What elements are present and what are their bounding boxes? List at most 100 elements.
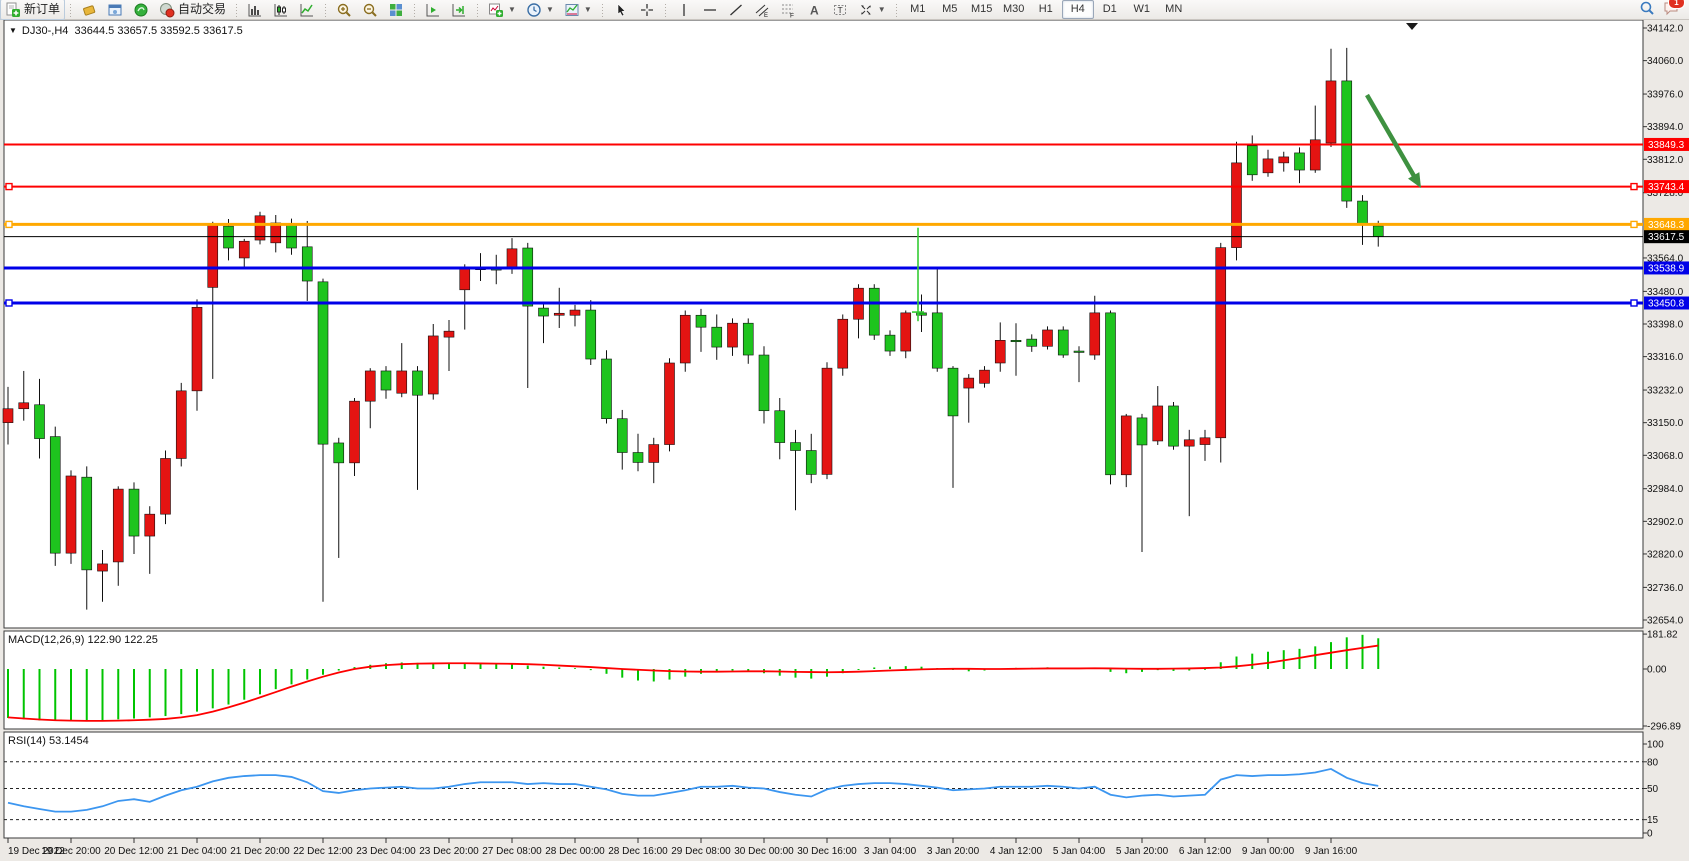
price-axis-label: 33232.0 xyxy=(1647,386,1684,397)
trendline-button[interactable] xyxy=(723,0,749,20)
price-axis-label: 33564.0 xyxy=(1647,253,1684,264)
templates-button[interactable]: ▼ xyxy=(559,0,597,20)
horizontal-line-button[interactable] xyxy=(697,0,723,20)
chart-line-icon xyxy=(299,2,315,18)
timeframe-m1-button[interactable]: M1 xyxy=(910,3,926,15)
label-button[interactable]: T xyxy=(827,0,853,20)
candlestick xyxy=(1278,151,1290,172)
auto-scroll-button[interactable] xyxy=(420,0,446,20)
candlestick xyxy=(821,362,833,480)
time-axis-label: 9 Jan 00:00 xyxy=(1242,846,1295,857)
templates-button-dropdown-arrow-icon[interactable]: ▼ xyxy=(583,5,592,14)
tile-windows-button[interactable] xyxy=(383,0,409,20)
line-endpoint-marker[interactable] xyxy=(5,299,13,307)
bar-chart-button[interactable] xyxy=(242,0,268,20)
new-order-icon xyxy=(5,2,21,18)
crosshair-icon xyxy=(639,2,655,18)
timeframe-mn-button[interactable]: MN xyxy=(1165,3,1183,15)
toolbar-separator xyxy=(892,2,900,17)
fibonacci-button[interactable]: F xyxy=(775,0,801,20)
candlestick xyxy=(380,366,392,399)
timeframe-m30-button[interactable]: M30 xyxy=(1003,3,1025,15)
price-axis-label: 33316.0 xyxy=(1647,352,1684,363)
timeframe-m5-button[interactable]: M5 xyxy=(942,3,958,15)
arrows-button-dropdown-arrow-icon[interactable]: ▼ xyxy=(877,5,886,14)
timeframe-w1-button[interactable]: W1 xyxy=(1133,3,1150,15)
candlestick xyxy=(1215,242,1227,463)
candlestick xyxy=(238,238,250,268)
arrows-button[interactable]: ▼ xyxy=(853,0,891,20)
timeframe-h1-button[interactable]: H1 xyxy=(1038,3,1053,15)
time-axis-label: 21 Dec 20:00 xyxy=(230,846,290,857)
channel-button[interactable]: E xyxy=(749,0,775,20)
rsi-axis-label: 80 xyxy=(1647,757,1659,768)
svg-text:A: A xyxy=(810,3,819,17)
new-order-button[interactable]: 新订单 xyxy=(0,0,66,20)
periods-button[interactable]: ▼ xyxy=(521,0,559,20)
line-endpoint-marker[interactable] xyxy=(1630,299,1638,307)
candlestick xyxy=(175,382,187,467)
candlestick xyxy=(963,374,975,423)
crosshair-button[interactable] xyxy=(634,0,660,20)
chart-candles-icon xyxy=(273,2,289,18)
candlestick xyxy=(1136,413,1148,552)
timeframe-m15-button[interactable]: M15 xyxy=(971,3,993,15)
candlestick xyxy=(1089,295,1101,360)
candlestick xyxy=(805,433,817,484)
data-window-button[interactable] xyxy=(102,0,128,20)
search-button[interactable] xyxy=(1639,0,1655,19)
rsi-pane[interactable] xyxy=(3,731,1644,839)
cursor-button[interactable] xyxy=(608,0,634,20)
line-endpoint-marker[interactable] xyxy=(5,182,13,191)
line-endpoint-marker[interactable] xyxy=(1630,182,1638,191)
price-line-badge-value: 33450.8 xyxy=(1648,298,1685,309)
chat-button[interactable]: 1 xyxy=(1663,0,1685,19)
time-axis-label: 21 Dec 04:00 xyxy=(167,846,227,857)
candlestick xyxy=(81,466,93,610)
main-price-pane[interactable] xyxy=(3,20,1644,629)
auto-trading-button[interactable]: 自动交易 xyxy=(154,0,231,20)
zoom-in-button[interactable] xyxy=(331,0,357,20)
candlestick xyxy=(1010,323,1022,376)
chart-shift-button[interactable] xyxy=(446,0,472,20)
down-trend-arrow-annotation[interactable] xyxy=(1365,93,1420,184)
zoom-out-button[interactable] xyxy=(357,0,383,20)
candlestick xyxy=(931,266,943,372)
timeframe-d1-button[interactable]: D1 xyxy=(1102,3,1117,15)
periods-button-dropdown-arrow-icon[interactable]: ▼ xyxy=(545,5,554,14)
macd-pane[interactable] xyxy=(3,630,1644,730)
navigator-button[interactable] xyxy=(128,0,154,20)
candlestick-chart-button[interactable] xyxy=(268,0,294,20)
price-axis-label: 32820.0 xyxy=(1647,549,1684,560)
candlestick xyxy=(65,470,77,564)
price-line-badge xyxy=(1644,217,1689,231)
toolbar-separator xyxy=(67,2,75,17)
vertical-line-button[interactable] xyxy=(671,0,697,20)
candlestick xyxy=(1026,334,1038,352)
candlestick xyxy=(1073,346,1085,383)
candlestick xyxy=(128,482,140,554)
text-button[interactable]: A xyxy=(801,0,827,20)
chart-shift-icon xyxy=(451,2,467,18)
line-chart-button[interactable] xyxy=(294,0,320,20)
line-endpoint-marker[interactable] xyxy=(1630,220,1638,229)
time-axis-label: 22 Dec 12:00 xyxy=(293,846,353,857)
line-endpoint-marker[interactable] xyxy=(5,220,13,229)
indicators-icon xyxy=(488,2,504,18)
timeframe-h4-button[interactable]: H4 xyxy=(1061,0,1094,19)
candlestick xyxy=(301,220,313,301)
obj-arrows-icon xyxy=(858,2,874,18)
time-axis-label: 30 Dec 16:00 xyxy=(797,846,857,857)
chart-shift-marker-icon[interactable] xyxy=(1406,23,1418,30)
candlestick xyxy=(979,366,990,388)
market-watch-button[interactable] xyxy=(76,0,102,20)
indicators-button-dropdown-arrow-icon[interactable]: ▼ xyxy=(508,5,516,14)
time-axis-label: 4 Jan 12:00 xyxy=(990,846,1043,857)
candlestick xyxy=(364,368,376,429)
chart-menu-triangle-icon[interactable]: ▼ xyxy=(9,26,17,35)
chart-canvas[interactable]: 34142.0 34060.0 33976.0 33894.0 33812.0 33728… xyxy=(0,20,1689,861)
candlestick xyxy=(34,378,45,459)
candlestick xyxy=(711,314,723,360)
candlestick xyxy=(884,330,896,356)
indicators-button[interactable]: ▼ xyxy=(483,0,521,20)
